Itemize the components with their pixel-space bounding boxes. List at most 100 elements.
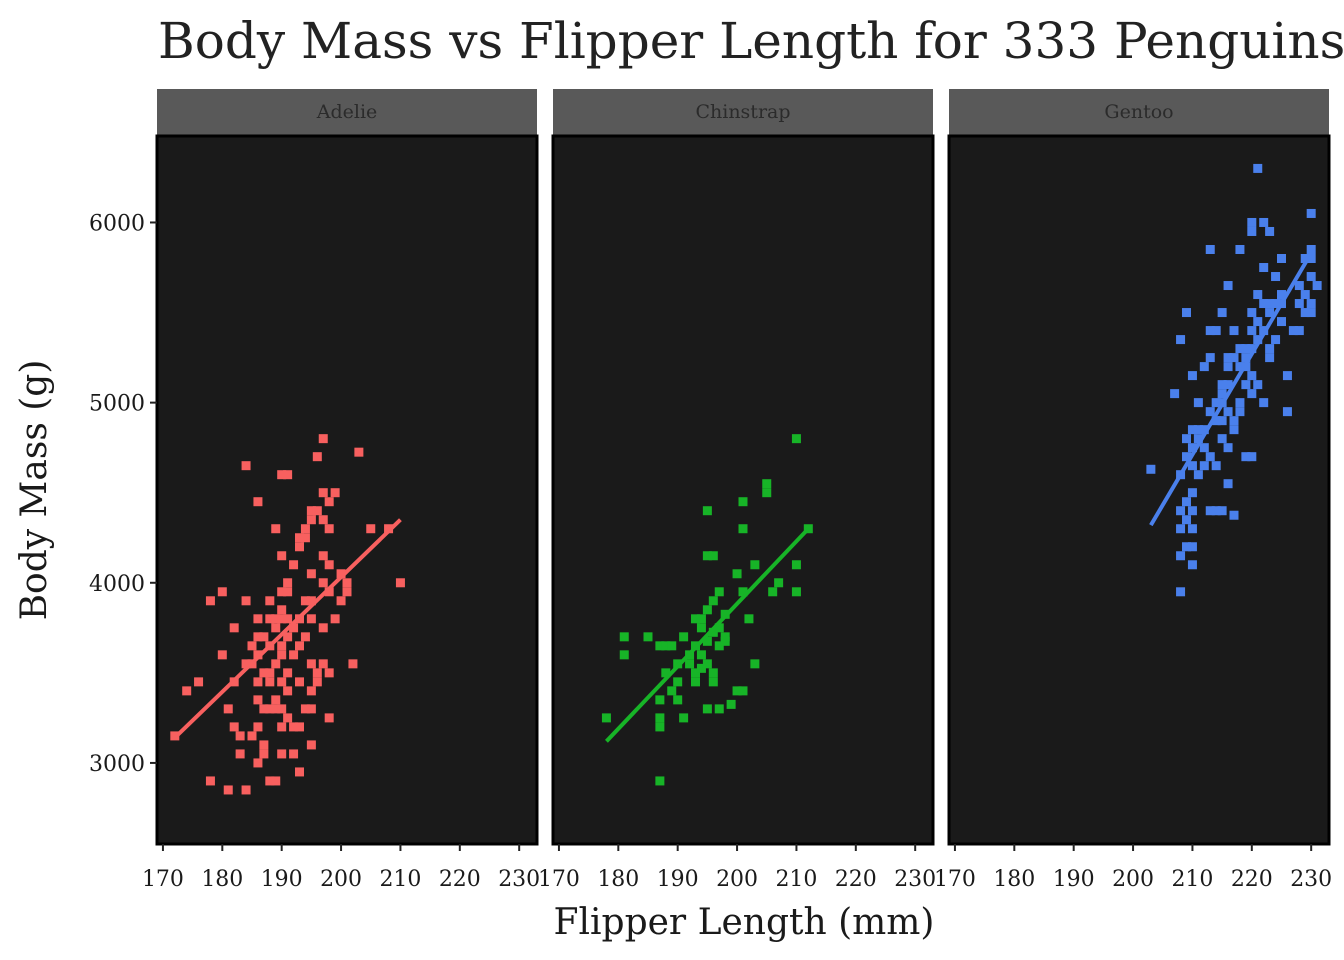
data-point [1277,317,1286,327]
data-point [277,587,287,597]
data-point [1241,353,1251,363]
data-point [702,636,712,646]
data-point [1223,479,1233,489]
data-point [324,524,334,534]
panel-background [947,134,1331,846]
data-point [720,636,730,646]
data-point [265,704,275,714]
data-point [1193,434,1203,444]
data-point [1205,452,1215,462]
data-point [277,641,287,651]
data-point [1265,344,1275,354]
data-point [241,461,251,471]
data-point [1259,217,1269,227]
trend-line [1149,252,1313,527]
data-point [1306,272,1316,282]
data-point [277,551,287,561]
data-point [667,686,677,696]
data-point [324,713,334,723]
data-point [336,596,346,606]
x-tick-label: 210 [775,867,817,892]
data-point [702,551,712,561]
data-point [1253,380,1263,390]
data-point [738,686,748,696]
x-tick-label: 190 [261,867,303,892]
y-axis-title: Body Mass (g) [14,360,55,621]
data-point [265,596,275,606]
data-point [289,650,299,660]
data-point [738,524,748,534]
data-point [1247,371,1257,381]
data-point [271,704,281,714]
data-point [1253,317,1263,327]
data-point [1211,506,1221,516]
data-point [253,695,263,705]
data-point [1253,290,1263,300]
data-point [673,677,683,687]
y-tick-label: 6000 [89,211,145,236]
y-tick-label: 5000 [89,392,145,417]
data-point [1247,226,1257,236]
data-point [306,569,316,579]
x-tick-label: 200 [1112,867,1154,892]
data-point [289,749,299,759]
data-point [300,533,310,543]
data-point [312,677,322,687]
data-point [283,686,293,696]
data-point [318,623,328,633]
data-point [1176,587,1186,597]
data-point [348,659,358,669]
data-point [702,605,712,615]
data-point [1187,425,1197,435]
data-point [601,713,611,723]
facet-chinstrap: Chinstrap 170 180 190 200 210 220 230 [538,89,936,892]
data-point [1211,326,1221,336]
data-point [271,776,281,786]
data-point [1265,308,1275,318]
data-point [253,677,263,687]
data-point [229,722,239,732]
data-point [750,560,760,570]
data-point [253,758,263,768]
data-point [691,668,700,678]
data-point [1306,299,1316,309]
data-point [306,740,316,750]
data-point [241,596,251,606]
x-tick-label: 220 [1231,867,1273,892]
data-point [1282,407,1292,417]
trend-line [604,527,810,743]
data-point [277,722,287,732]
data-point [685,659,695,669]
data-point [283,713,293,723]
data-point [1306,254,1316,264]
data-point [702,704,712,714]
facet-panels: Adelie 170 180 190 200 210 220 230 Chinstrap 170 1… [142,89,1332,892]
x-tick-label: 210 [379,867,421,892]
data-point [265,776,275,786]
data-point [1176,551,1186,561]
data-point [655,722,665,732]
data-point [342,587,352,597]
data-point [738,497,748,507]
x-tick-label: 200 [320,867,362,892]
facet-strip [553,89,933,135]
data-point [253,614,263,624]
data-point [295,533,304,543]
data-point [259,749,269,759]
data-point [1247,217,1257,227]
data-point [265,677,275,687]
data-point [289,560,299,570]
data-point [324,560,334,570]
data-point [259,668,269,678]
data-point [182,686,192,696]
x-tick-label: 210 [1171,867,1213,892]
data-point [1235,362,1245,372]
data-point [1223,281,1233,291]
data-point [271,614,281,624]
data-point [1229,510,1239,520]
data-point [354,447,364,457]
data-point [774,578,784,588]
data-point [655,713,665,723]
data-point [708,551,718,561]
data-point [1259,263,1269,273]
